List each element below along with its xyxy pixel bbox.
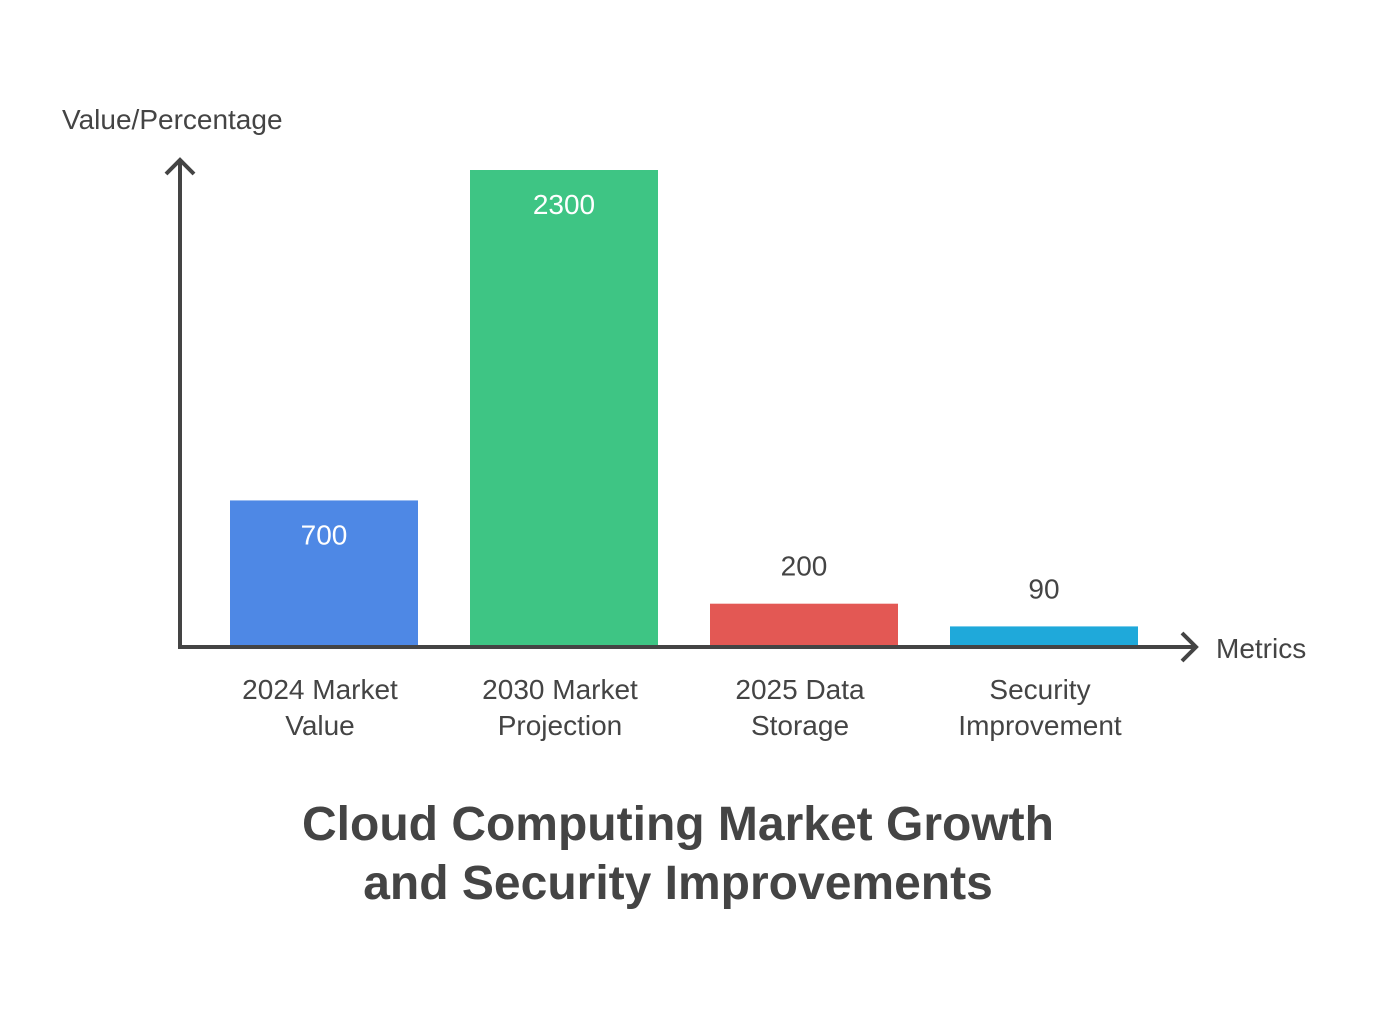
bar: [710, 603, 898, 645]
chart-title-line-2: and Security Improvements: [363, 857, 993, 910]
data-label: 2300: [533, 189, 595, 220]
bar: [470, 170, 658, 645]
bar: [950, 626, 1138, 645]
x-tick-label: Security: [989, 674, 1090, 705]
x-axis-arrow-icon: [1180, 631, 1199, 663]
x-tick-label: Value: [285, 710, 355, 741]
data-label: 90: [1028, 573, 1059, 604]
x-tick-label: Improvement: [958, 710, 1122, 741]
x-tick-label: Projection: [498, 710, 623, 741]
x-tick-label: 2025 Data: [735, 674, 865, 705]
x-tick-label: Storage: [751, 710, 849, 741]
data-label: 200: [781, 551, 828, 582]
chart-title-line-1: Cloud Computing Market Growth: [302, 798, 1054, 851]
x-tick-label: 2030 Market: [482, 674, 638, 705]
x-tick-label: 2024 Market: [242, 674, 398, 705]
bar: [230, 500, 418, 645]
x-axis-label: Metrics: [1216, 633, 1306, 664]
y-axis-label: Value/Percentage: [62, 104, 283, 135]
data-label: 700: [301, 519, 348, 550]
y-axis-arrow-icon: [164, 157, 196, 176]
